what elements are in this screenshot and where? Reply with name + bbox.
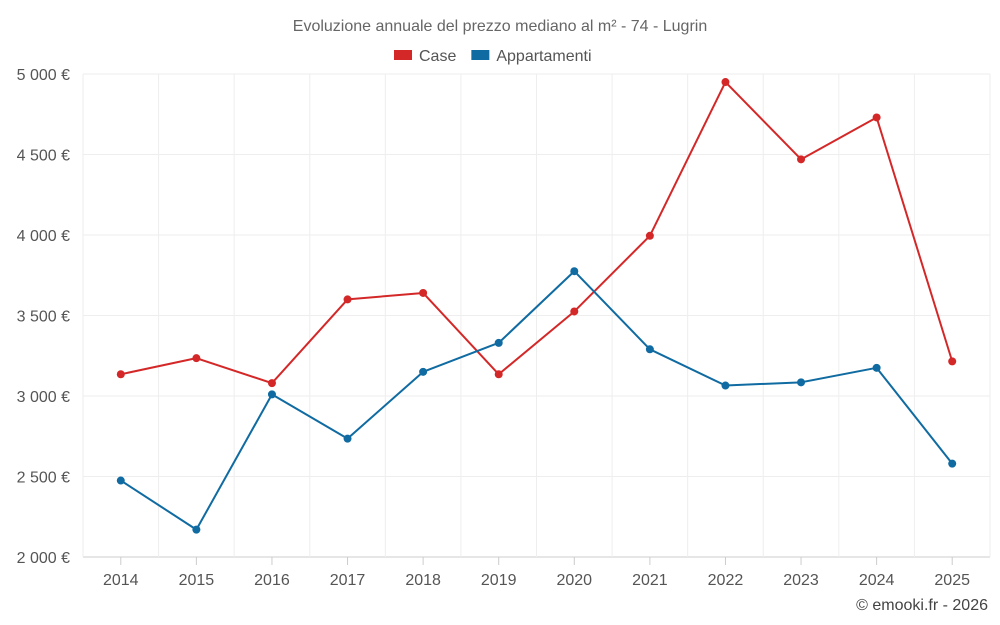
- x-tick-label: 2023: [783, 572, 819, 589]
- data-point-case: [267, 379, 276, 388]
- series-line-case: [120, 81, 954, 385]
- data-point-case: [570, 307, 579, 316]
- legend-label-case: Case: [419, 48, 456, 65]
- x-tick-label: 2017: [330, 572, 366, 589]
- data-point-case: [192, 354, 201, 363]
- data-point-appartamenti: [267, 390, 276, 399]
- x-tick-label: 2022: [708, 572, 744, 589]
- data-point-appartamenti: [721, 381, 730, 390]
- y-tick-label: 2 000 €: [17, 550, 70, 567]
- x-tick-label: 2020: [556, 572, 592, 589]
- grid: [82, 73, 991, 558]
- data-point-appartamenti: [192, 525, 201, 534]
- data-point-case: [343, 295, 352, 304]
- y-tick-label: 4 500 €: [17, 148, 70, 165]
- chart-title: Evoluzione annuale del prezzo mediano al…: [293, 18, 707, 35]
- series-group: [116, 78, 957, 534]
- data-point-appartamenti: [116, 476, 125, 485]
- data-point-appartamenti: [419, 367, 428, 376]
- x-tick-label: 2025: [934, 572, 970, 589]
- series-line-appartamenti: [120, 270, 953, 531]
- x-tick-label: 2018: [405, 572, 441, 589]
- data-point-case: [948, 357, 957, 366]
- data-point-appartamenti: [343, 434, 352, 443]
- data-point-appartamenti: [872, 363, 881, 372]
- data-point-case: [494, 370, 503, 379]
- legend: Case Appartamenti: [394, 48, 592, 65]
- data-point-appartamenti: [948, 459, 957, 468]
- x-axis: 2014 2015 2016 2017 2018 2019 2020 2021 2022 2023…: [103, 557, 970, 589]
- x-tick-label: 2019: [481, 572, 517, 589]
- legend-swatch-case: [394, 50, 412, 60]
- y-axis: 2 000 € 2 500 € 3 000 € 3 500 € 4 000 € 4 500…: [17, 67, 70, 567]
- y-tick-label: 2 500 €: [17, 470, 70, 487]
- x-tick-label: 2024: [859, 572, 895, 589]
- legend-label-appartamenti: Appartamenti: [496, 48, 591, 65]
- y-tick-label: 3 500 €: [17, 309, 70, 326]
- data-point-case: [721, 78, 730, 87]
- data-point-case: [797, 155, 806, 164]
- data-point-case: [116, 370, 125, 379]
- data-point-appartamenti: [797, 378, 806, 387]
- data-point-appartamenti: [645, 345, 654, 354]
- y-tick-label: 4 000 €: [17, 228, 70, 245]
- x-tick-label: 2021: [632, 572, 668, 589]
- y-tick-label: 3 000 €: [17, 389, 70, 406]
- credit-text: © emooki.fr - 2026: [856, 597, 988, 614]
- data-point-appartamenti: [570, 267, 579, 276]
- x-tick-label: 2016: [254, 572, 290, 589]
- legend-swatch-appartamenti: [471, 50, 490, 60]
- data-point-case: [419, 288, 428, 297]
- data-point-appartamenti: [494, 338, 503, 347]
- x-tick-label: 2015: [179, 572, 215, 589]
- x-tick-label: 2014: [103, 572, 139, 589]
- y-tick-label: 5 000 €: [17, 67, 70, 84]
- data-point-case: [645, 231, 654, 240]
- data-point-case: [872, 113, 881, 122]
